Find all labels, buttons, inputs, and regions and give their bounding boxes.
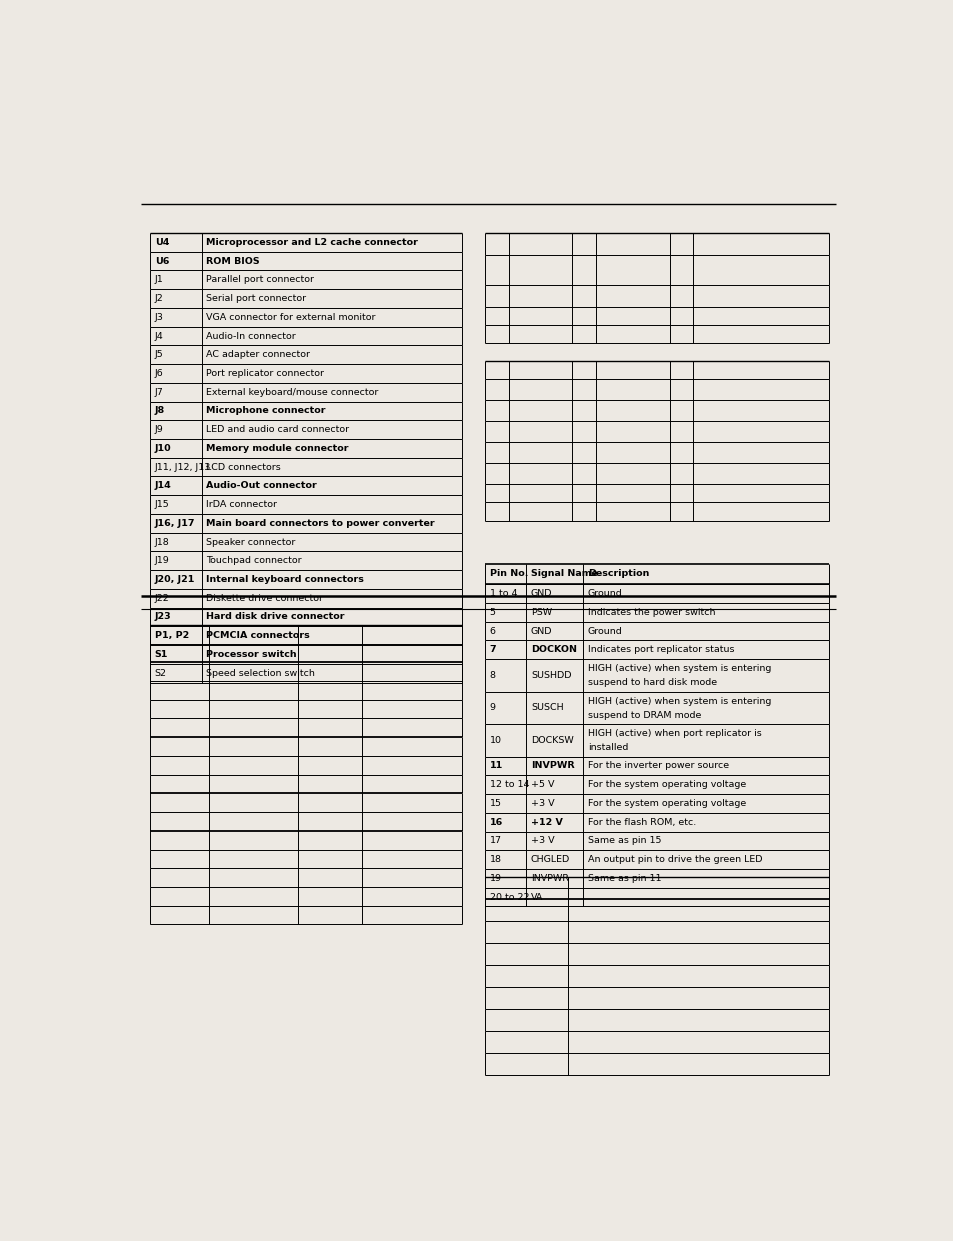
Text: Memory module connector: Memory module connector [206, 444, 348, 453]
Text: J8: J8 [154, 407, 165, 416]
Text: ROM BIOS: ROM BIOS [206, 257, 259, 266]
Text: P1, P2: P1, P2 [154, 632, 189, 640]
Text: S1: S1 [154, 650, 168, 659]
Text: J23: J23 [154, 613, 172, 622]
Text: Indicates port replicator status: Indicates port replicator status [587, 645, 734, 654]
Text: An output pin to drive the green LED: An output pin to drive the green LED [587, 855, 761, 864]
Text: installed: installed [587, 743, 627, 752]
Text: 1 to 4: 1 to 4 [489, 589, 517, 598]
Text: 18: 18 [489, 855, 501, 864]
Text: J4: J4 [154, 331, 163, 340]
Text: +3 V: +3 V [531, 836, 554, 845]
Text: J10: J10 [154, 444, 172, 453]
Text: +3 V: +3 V [531, 799, 554, 808]
Text: Parallel port connector: Parallel port connector [206, 276, 314, 284]
Text: For the flash ROM, etc.: For the flash ROM, etc. [587, 818, 695, 827]
Text: Speed selection switch: Speed selection switch [206, 669, 314, 678]
Text: DOCKSW: DOCKSW [531, 736, 573, 745]
Text: HIGH (active) when system is entering: HIGH (active) when system is entering [587, 664, 770, 674]
Text: Hard disk drive connector: Hard disk drive connector [206, 613, 344, 622]
Text: 12 to 14: 12 to 14 [489, 781, 529, 789]
Text: J18: J18 [154, 537, 170, 546]
Text: Ground: Ground [587, 627, 621, 635]
Text: J20, J21: J20, J21 [154, 575, 195, 585]
Text: 10: 10 [489, 736, 501, 745]
Text: Ground: Ground [587, 589, 621, 598]
Text: LCD connectors: LCD connectors [206, 463, 280, 472]
Text: J5: J5 [154, 350, 163, 359]
Text: J3: J3 [154, 313, 164, 321]
Text: 8: 8 [489, 671, 496, 680]
Text: Touchpad connector: Touchpad connector [206, 556, 301, 565]
Text: Same as pin 15: Same as pin 15 [587, 836, 660, 845]
Text: J14: J14 [154, 482, 172, 490]
Text: GND: GND [531, 589, 552, 598]
Text: J6: J6 [154, 369, 163, 379]
Text: suspend to DRAM mode: suspend to DRAM mode [587, 711, 700, 720]
Text: +12 V: +12 V [531, 818, 562, 827]
Text: DOCKON: DOCKON [531, 645, 577, 654]
Text: Port replicator connector: Port replicator connector [206, 369, 324, 379]
Text: +5 V: +5 V [531, 781, 554, 789]
Text: J15: J15 [154, 500, 170, 509]
Text: 17: 17 [489, 836, 501, 845]
Text: J11, J12, J13: J11, J12, J13 [154, 463, 211, 472]
Text: Processor switch: Processor switch [206, 650, 296, 659]
Text: J2: J2 [154, 294, 163, 303]
Text: suspend to hard disk mode: suspend to hard disk mode [587, 678, 716, 688]
Text: SUSCH: SUSCH [531, 704, 563, 712]
Text: INVPWR: INVPWR [531, 874, 568, 882]
Text: 6: 6 [489, 627, 496, 635]
Text: Main board connectors to power converter: Main board connectors to power converter [206, 519, 435, 527]
Text: INVPWR: INVPWR [531, 762, 574, 771]
Text: J16, J17: J16, J17 [154, 519, 195, 527]
Text: Signal Name: Signal Name [531, 570, 598, 578]
Text: For the inverter power source: For the inverter power source [587, 762, 728, 771]
Text: J9: J9 [154, 426, 163, 434]
Text: For the system operating voltage: For the system operating voltage [587, 799, 745, 808]
Text: LED and audio card connector: LED and audio card connector [206, 426, 349, 434]
Text: GND: GND [531, 627, 552, 635]
Text: Pin No.: Pin No. [489, 570, 528, 578]
Text: J19: J19 [154, 556, 170, 565]
Text: AC adapter connector: AC adapter connector [206, 350, 310, 359]
Text: Speaker connector: Speaker connector [206, 537, 295, 546]
Text: SUSHDD: SUSHDD [531, 671, 571, 680]
Text: J7: J7 [154, 387, 163, 397]
Text: IrDA connector: IrDA connector [206, 500, 276, 509]
Text: Same as pin 11: Same as pin 11 [587, 874, 660, 882]
Text: For the system operating voltage: For the system operating voltage [587, 781, 745, 789]
Text: 15: 15 [489, 799, 501, 808]
Text: U4: U4 [154, 238, 169, 247]
Text: Serial port connector: Serial port connector [206, 294, 306, 303]
Text: Internal keyboard connectors: Internal keyboard connectors [206, 575, 364, 585]
Text: 7: 7 [489, 645, 496, 654]
Text: 11: 11 [489, 762, 502, 771]
Text: J1: J1 [154, 276, 163, 284]
Text: PSW: PSW [531, 608, 552, 617]
Text: Audio-Out connector: Audio-Out connector [206, 482, 316, 490]
Text: CHGLED: CHGLED [531, 855, 570, 864]
Text: Description: Description [587, 570, 648, 578]
Text: PCMCIA connectors: PCMCIA connectors [206, 632, 310, 640]
Text: VGA connector for external monitor: VGA connector for external monitor [206, 313, 375, 321]
Text: 16: 16 [489, 818, 502, 827]
Text: 9: 9 [489, 704, 496, 712]
Text: Indicates the power switch: Indicates the power switch [587, 608, 715, 617]
Text: Diskette drive connector: Diskette drive connector [206, 593, 323, 603]
Text: S2: S2 [154, 669, 167, 678]
Text: External keyboard/mouse connector: External keyboard/mouse connector [206, 387, 378, 397]
Text: 19: 19 [489, 874, 501, 882]
Text: HIGH (active) when system is entering: HIGH (active) when system is entering [587, 697, 770, 706]
Text: Microphone connector: Microphone connector [206, 407, 325, 416]
Text: 5: 5 [489, 608, 496, 617]
Text: VA: VA [531, 892, 542, 902]
Text: Microprocessor and L2 cache connector: Microprocessor and L2 cache connector [206, 238, 417, 247]
Text: U6: U6 [154, 257, 169, 266]
Text: 20 to 22: 20 to 22 [489, 892, 529, 902]
Text: J22: J22 [154, 593, 170, 603]
Text: HIGH (active) when port replicator is: HIGH (active) when port replicator is [587, 730, 760, 738]
Text: Audio-In connector: Audio-In connector [206, 331, 295, 340]
